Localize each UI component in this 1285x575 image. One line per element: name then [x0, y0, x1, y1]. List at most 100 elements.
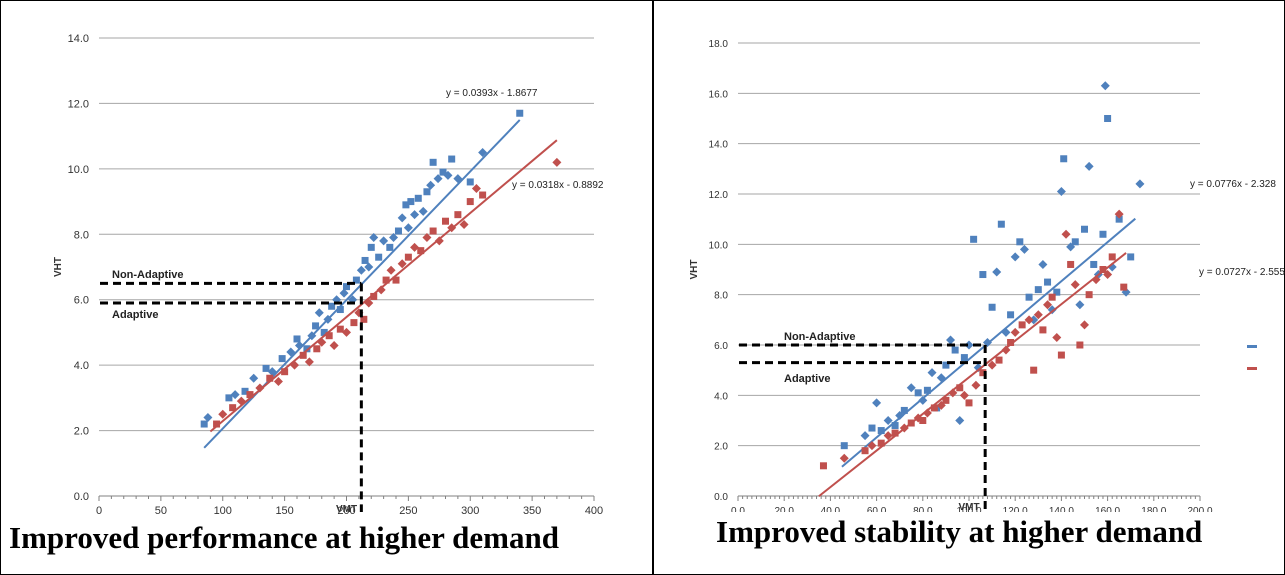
blue-square-point: [1090, 260, 1098, 268]
red-diamond-point: [422, 233, 432, 243]
y-axis-label: VHT: [53, 257, 64, 277]
blue-square-point: [343, 283, 350, 291]
blue-square-point: [225, 394, 233, 402]
blue-square-point: [516, 109, 524, 117]
red-square-point: [350, 319, 358, 327]
blue-diamond-point: [946, 335, 956, 345]
blue-square-point: [960, 354, 968, 362]
red-diamond-point: [329, 341, 339, 351]
y-tick-label: 12.0: [68, 98, 89, 110]
x-tick-label: 80.0: [913, 506, 933, 512]
blue-square-point: [1081, 225, 1088, 233]
y-tick-label: 4.0: [714, 391, 728, 402]
reference-label: Non-Adaptive: [112, 269, 184, 281]
x-tick-label: 350: [523, 505, 541, 517]
red-diamond-point: [397, 259, 407, 269]
x-tick-label: 250: [399, 505, 417, 517]
x-tick-label: 200.0: [1187, 506, 1212, 512]
red-square-point: [370, 292, 378, 300]
x-tick-label: 400: [585, 505, 603, 517]
y-tick-label: 2.0: [74, 426, 89, 438]
red-diamond-point: [922, 408, 932, 418]
red-diamond-point: [1052, 332, 1062, 342]
y-tick-label: 12.0: [709, 190, 729, 201]
x-tick-label: 200: [337, 505, 355, 517]
blue-diamond-point: [992, 267, 1002, 277]
red-diamond-point: [867, 441, 877, 451]
red-square-point: [891, 429, 899, 437]
blue-diamond-point: [433, 174, 443, 184]
blue-diamond-point: [364, 262, 374, 272]
red-square-point: [404, 253, 412, 261]
blue-square-point: [970, 235, 978, 243]
red-square-point: [1057, 351, 1065, 359]
blue-diamond-point: [249, 373, 259, 383]
x-tick-label: 120.0: [1003, 506, 1028, 512]
blue-square-point: [979, 271, 987, 279]
red-diamond-point: [1033, 310, 1043, 320]
blue-square-point: [1099, 230, 1107, 238]
x-tick-label: 20.0: [774, 506, 794, 512]
red-diamond-point: [948, 388, 958, 398]
blue-square-point: [988, 303, 996, 311]
red-diamond-point: [959, 390, 969, 400]
blue-square-point: [997, 220, 1005, 228]
blue-square-point: [394, 227, 402, 235]
red-diamond-point: [376, 285, 386, 295]
blue-diamond-point: [314, 308, 324, 318]
blue-square-point: [1025, 293, 1033, 301]
red-square-point: [930, 404, 938, 412]
legend-blue-marker: [1247, 345, 1257, 348]
red-square-point: [429, 227, 437, 235]
red-square-point: [466, 198, 474, 206]
blue-square-point: [336, 306, 344, 314]
blue-diamond-point: [478, 148, 488, 157]
blue-square-point: [241, 387, 249, 395]
blue-diamond-point: [1029, 315, 1039, 325]
right-panel: 0.0 2.0 4.0 6.0 8.0 10.0 12.0 14.0 16.0 18.0 0.0 20…: [654, 0, 1285, 575]
blue-square-point: [877, 427, 885, 435]
blue-diamond-point: [443, 170, 453, 180]
left-panel: 0.0 2.0 4.0 6.0 8.0 10.0 12.0 14.0 0 50 100 150 200 2…: [9, 33, 604, 555]
blue-square-point: [951, 346, 959, 354]
y-tick-label: 10.0: [68, 164, 89, 176]
y-tick-label: 6.0: [714, 341, 728, 352]
x-tick-label: 0.0: [731, 506, 745, 512]
red-square-point: [229, 404, 237, 412]
chart-left: 0.0 2.0 4.0 6.0 8.0 10.0 12.0 14.0 0 50 100 150 200 2…: [53, 33, 604, 517]
red-diamond-point: [1024, 315, 1034, 325]
blue-diamond-point: [369, 233, 379, 243]
blue-square-point: [312, 322, 320, 330]
blue-diamond-point: [230, 390, 240, 400]
x-tick-label: 300: [461, 505, 479, 517]
red-diamond-point: [273, 377, 283, 386]
red-square-point: [1120, 283, 1128, 291]
red-diamond-point: [1061, 229, 1071, 239]
red-diamond-point: [1114, 209, 1124, 219]
blue-square-point: [448, 155, 456, 163]
blue-square-point: [1127, 253, 1135, 261]
blue-square-point: [439, 168, 447, 176]
blue-diamond-point: [955, 416, 965, 425]
blue-square-point: [923, 386, 931, 394]
blue-square-point: [293, 335, 301, 343]
red-diamond-point: [1070, 280, 1080, 290]
blue-diamond-point: [1075, 300, 1085, 310]
blue-square-point: [367, 243, 375, 251]
blue-diamond-point: [1038, 259, 1048, 269]
blue-square-point: [200, 420, 208, 428]
x-tick-label: 180.0: [1141, 506, 1166, 512]
y-tick-label: 10.0: [709, 240, 729, 251]
red-square-point: [299, 351, 307, 359]
red-diamond-point: [386, 265, 396, 275]
y-tick-label: 14.0: [68, 33, 89, 45]
blue-diamond-point: [356, 265, 366, 275]
y-axis-label: VHT: [689, 260, 700, 280]
red-square-point: [1048, 293, 1056, 301]
caption-right: Improved stability at higher demand: [716, 514, 1203, 549]
blue-square-point: [361, 256, 369, 264]
blue-diamond-point: [895, 410, 905, 420]
red-square-point: [956, 384, 964, 392]
red-square-point: [382, 276, 390, 284]
x-tick-label: 40.0: [821, 506, 841, 512]
